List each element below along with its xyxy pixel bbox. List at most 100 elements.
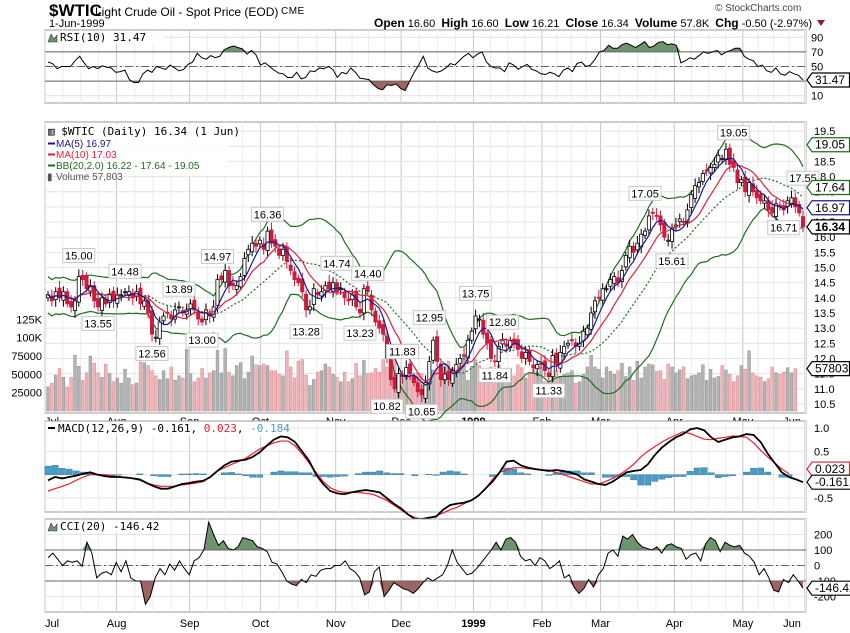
cci-legend-icon: [47, 522, 58, 532]
candle-body: [689, 194, 694, 208]
candle-body: [176, 306, 181, 309]
candle-body: [230, 282, 235, 287]
volume-bar: [651, 364, 655, 412]
price-annotation-box: [108, 263, 142, 279]
volume-bar: [670, 366, 674, 412]
macd-histogram-bar: [609, 474, 616, 478]
macd-tick-label: 0.5: [814, 446, 829, 458]
candle-body: [227, 270, 232, 287]
value-tag-label: 0.023: [815, 462, 845, 476]
candle-body: [535, 364, 540, 370]
volume-bar: [681, 366, 686, 412]
candle-body: [280, 248, 285, 256]
price-annotation-box: [717, 125, 751, 141]
ma5-line: [47, 157, 804, 386]
volume-bar: [192, 381, 197, 412]
legend-bg: [46, 31, 164, 44]
price-tick-label: 13.0: [814, 323, 835, 335]
macd-histogram-bar: [164, 474, 172, 477]
volume-bar: [300, 359, 304, 412]
candle-body: [427, 361, 432, 385]
price-annotation-box: [628, 185, 662, 201]
price-annotation-box: [62, 248, 96, 263]
price-tick-label: 11.0: [814, 384, 835, 396]
cci-line: [47, 520, 804, 606]
volume-bar: [493, 377, 497, 412]
candle-body: [546, 372, 551, 378]
price-annotation: 11.83: [389, 347, 416, 359]
volume-bar: [631, 379, 636, 412]
candle-body: [469, 330, 474, 341]
price-legend-item: BB(20,2.0) 16.22 - 17.64 - 19.05: [56, 161, 200, 172]
volume-bar: [585, 366, 589, 412]
macd-histogram-bar: [587, 472, 595, 475]
volume-bar: [115, 377, 120, 412]
volume-bar: [335, 377, 339, 412]
candle-body: [604, 288, 609, 291]
price-annotation-box: [370, 398, 404, 414]
candle-body: [438, 363, 443, 381]
candle-body: [754, 190, 759, 199]
low-value: 16.21: [531, 18, 560, 30]
price-annotation-box: [405, 403, 439, 419]
candle-body: [346, 298, 351, 302]
volume-bar: [639, 377, 643, 412]
price-annotation-box: [532, 383, 566, 399]
volume-bar: [281, 375, 285, 412]
value-tag: [806, 474, 850, 490]
legend-bg: [46, 124, 228, 176]
volume-bar: [666, 363, 670, 412]
candle-body: [435, 336, 440, 362]
price-annotation: 16.36: [254, 209, 282, 221]
volume-bar: [489, 366, 493, 412]
candle-body: [462, 354, 467, 357]
candle-body: [631, 245, 636, 253]
candle-body: [123, 291, 128, 294]
macd-histogram-bar: [651, 474, 659, 482]
volume-bar: [158, 379, 162, 412]
macd-histogram-bar: [743, 471, 750, 475]
volume-bar: [146, 365, 150, 412]
macd-histogram-bar: [693, 467, 701, 475]
volume-bar: [654, 371, 659, 412]
candle-body: [797, 204, 802, 214]
candle-body: [504, 343, 509, 347]
volume-bar: [793, 368, 797, 412]
candle-body: [654, 214, 659, 217]
price-annotation: 12.80: [489, 317, 517, 329]
volume-bar: [65, 386, 69, 412]
candle-body: [331, 282, 336, 292]
symbol-title: $WTIC: [49, 1, 102, 20]
macd-histogram-bar: [453, 471, 461, 475]
volume-bar: [250, 355, 254, 412]
price-annotation: 16.71: [770, 223, 798, 235]
macd-histogram-bar: [270, 471, 278, 475]
candle-body: [269, 229, 274, 244]
candle-body: [666, 239, 671, 242]
candle-body: [142, 300, 147, 307]
open-label: Open: [374, 16, 405, 30]
macd-histogram-bar: [228, 472, 235, 475]
candle-body: [450, 370, 455, 384]
candle-body: [496, 345, 501, 362]
value-tag: [806, 580, 850, 596]
macd-histogram-bar: [665, 474, 673, 478]
volume-bar: [196, 377, 200, 412]
candle-body: [454, 364, 459, 373]
macd-histogram-bar: [192, 473, 200, 475]
candle-body: [481, 319, 486, 335]
exchange-label: CME: [281, 6, 305, 17]
volume-bar: [50, 382, 54, 412]
candle-body: [377, 320, 382, 329]
price-annotation-box: [478, 367, 512, 383]
rsi-tick-label: 50: [811, 62, 823, 74]
price-annotation-box: [81, 315, 115, 331]
volume-bar: [512, 375, 516, 412]
volume-bar: [100, 377, 104, 412]
price-annotation-box: [343, 325, 377, 341]
volume-bar: [131, 384, 135, 412]
price-annotation-box: [200, 248, 234, 264]
instrument-name: Light Crude Oil - Spot Price (EOD): [95, 5, 279, 19]
month-label: May: [732, 618, 753, 630]
volume-bar: [219, 372, 224, 412]
